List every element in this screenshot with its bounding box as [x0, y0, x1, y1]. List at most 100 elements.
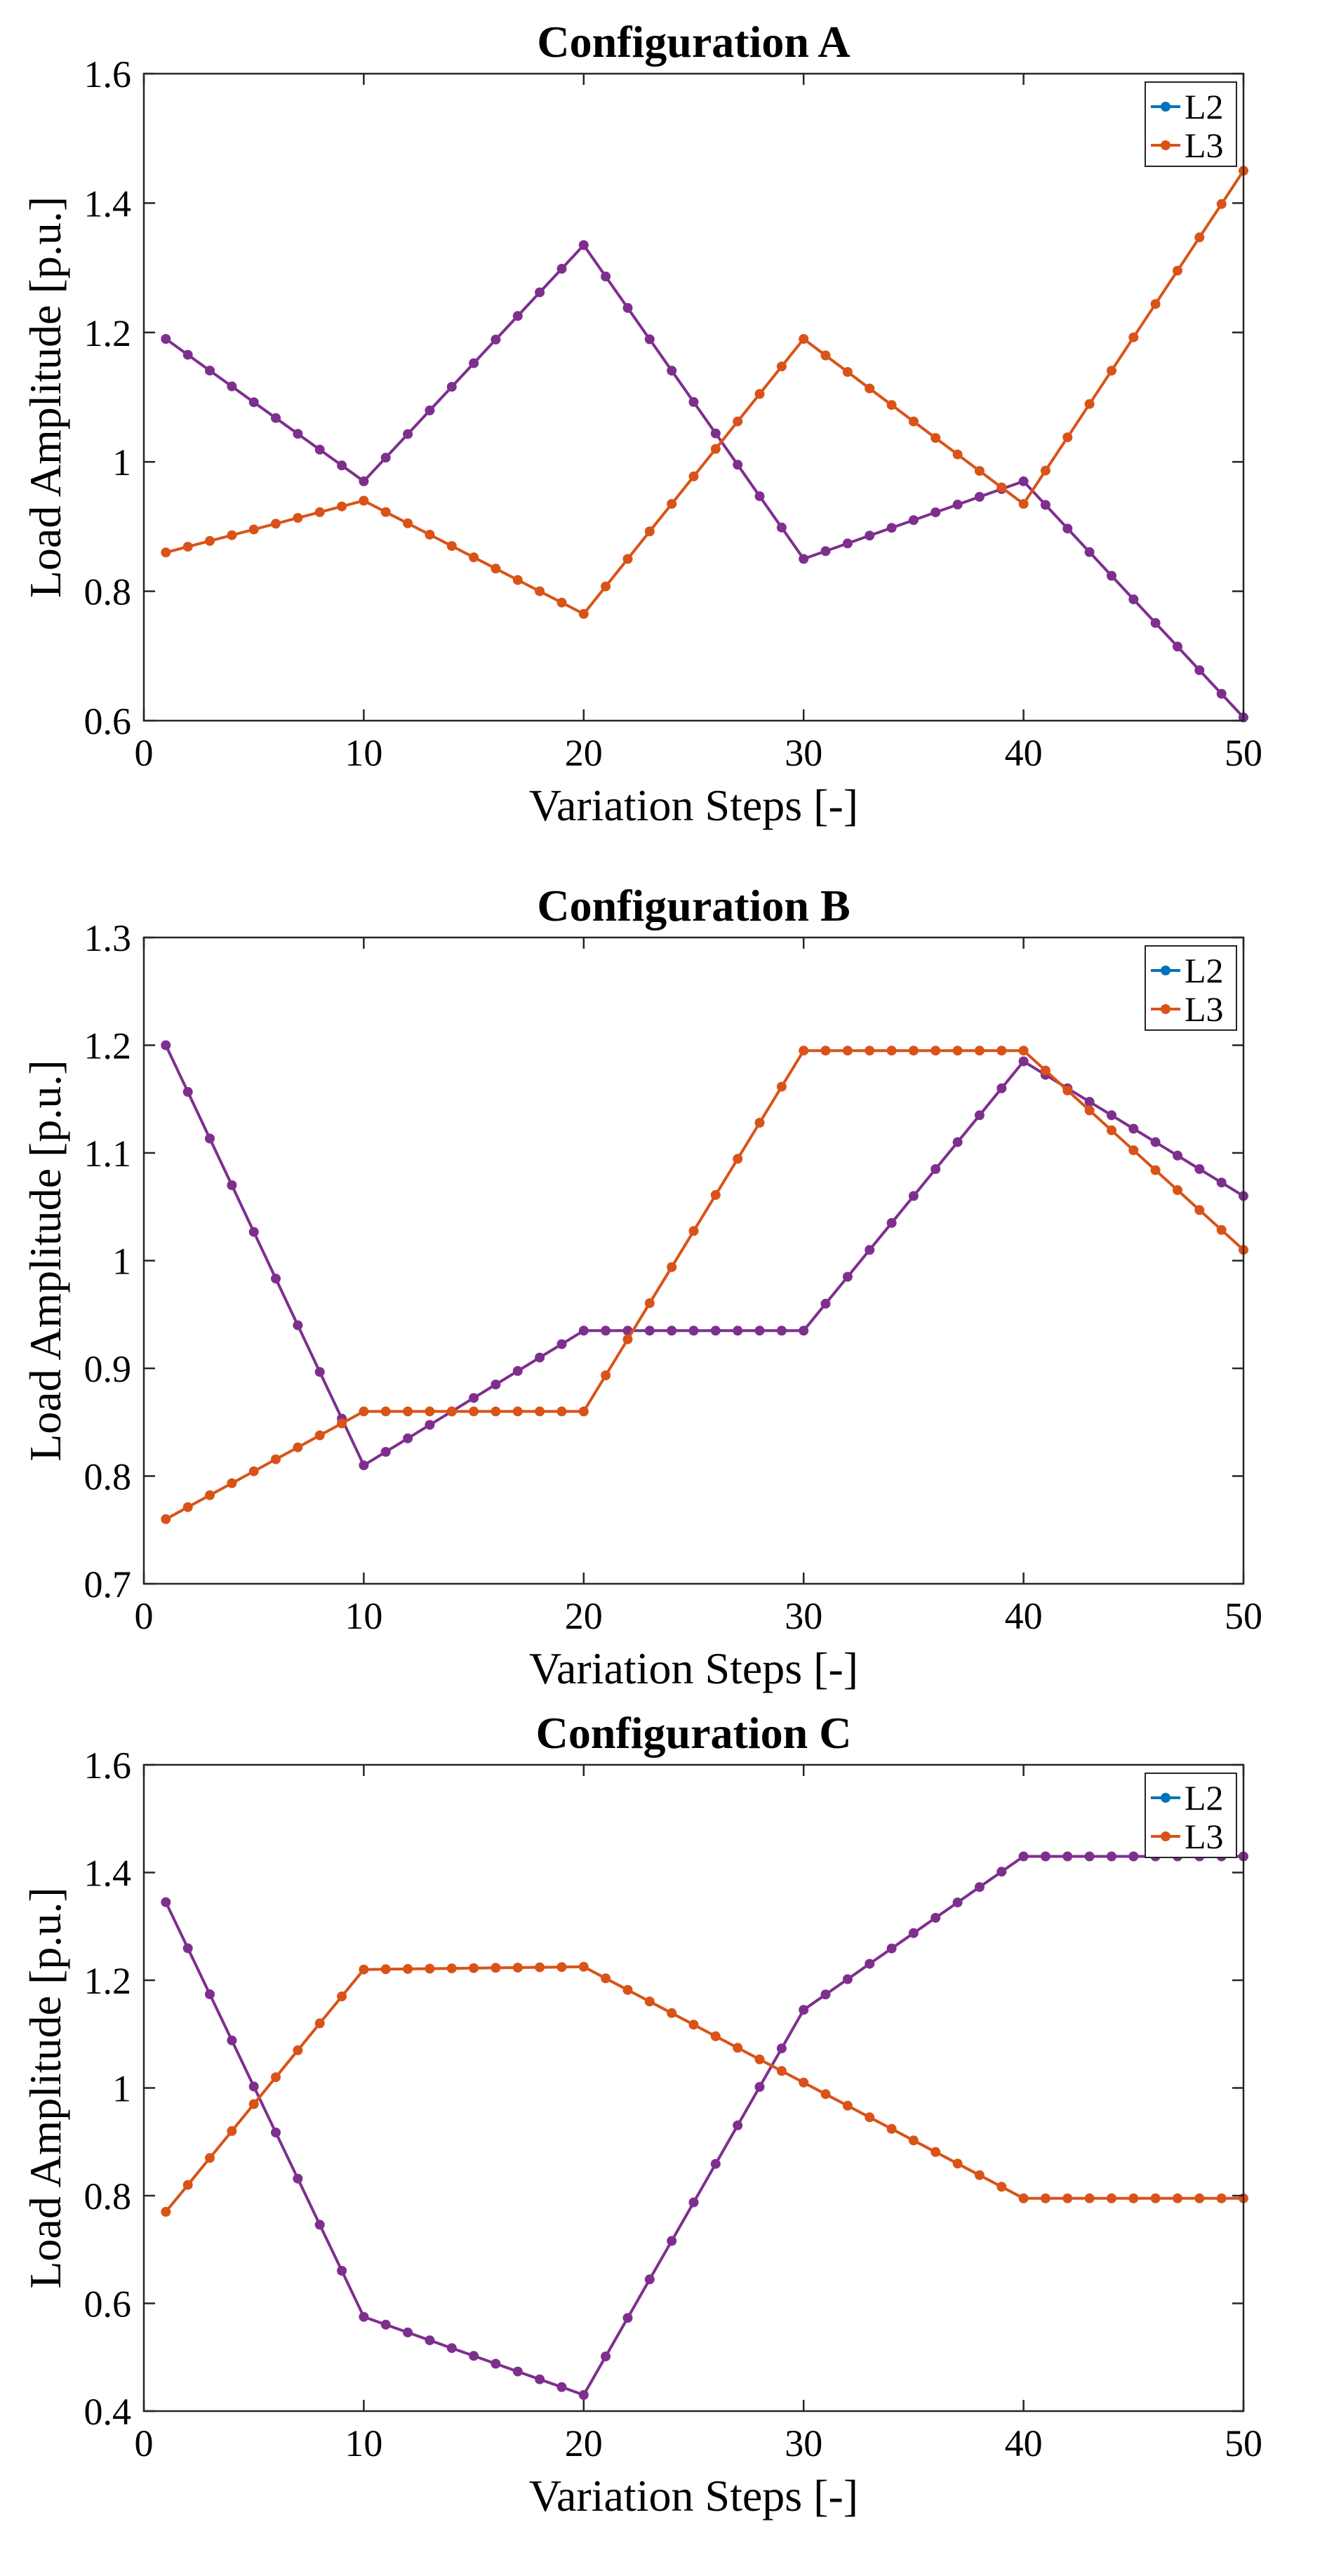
data-point-l3: [359, 495, 369, 506]
data-point-l2: [446, 382, 457, 392]
data-point-l2: [776, 522, 787, 533]
data-point-l3: [886, 400, 897, 411]
x-tick-label: 0: [135, 2422, 154, 2464]
legend-label-l3: L3: [1185, 989, 1224, 1029]
data-point-l2: [952, 500, 963, 510]
data-point-l3: [1150, 1165, 1161, 1175]
data-point-l2: [1194, 665, 1205, 676]
data-point-l3: [754, 389, 765, 399]
data-point-l2: [667, 366, 677, 376]
data-point-l2: [469, 2351, 479, 2361]
chart-panel-b: 0 10 20 30 40 50 0.7 0.8 0.9 1 1.1 1.2 1.3 Configurat…: [20, 881, 1262, 1693]
data-point-l2: [908, 1191, 919, 1201]
data-point-l2: [1173, 1150, 1182, 1161]
data-point-l3: [425, 1963, 435, 1974]
data-point-l2: [1084, 547, 1095, 557]
data-point-l3: [227, 530, 237, 540]
data-point-l2: [644, 2274, 655, 2285]
data-point-l3: [622, 1334, 633, 1344]
data-point-l3: [491, 1406, 501, 1417]
data-point-l3: [688, 2020, 699, 2030]
data-point-l2: [886, 523, 897, 533]
data-point-l2: [512, 2366, 523, 2377]
data-point-l2: [535, 287, 545, 298]
data-point-l3: [865, 2112, 875, 2123]
plot-area: [144, 1765, 1243, 2411]
data-point-l2: [688, 1326, 699, 1336]
x-axis-label: Variation Steps [-]: [529, 1643, 858, 1693]
data-point-l3: [1173, 265, 1182, 276]
legend-marker-l2: [1161, 966, 1170, 975]
data-point-l2: [1062, 1851, 1073, 1862]
x-tick-label: 40: [1005, 1595, 1043, 1637]
data-point-l3: [161, 1514, 171, 1524]
data-point-l3: [644, 526, 655, 537]
data-point-l2: [314, 444, 325, 455]
data-point-l2: [799, 2005, 809, 2015]
data-point-l2: [337, 2266, 347, 2276]
data-point-l3: [1040, 1065, 1050, 1076]
data-point-l2: [271, 1274, 281, 1284]
data-point-l3: [491, 563, 501, 574]
data-point-l2: [886, 1217, 897, 1228]
data-point-l2: [1128, 1123, 1139, 1134]
data-point-l3: [556, 1406, 567, 1417]
x-axis-label: Variation Steps [-]: [529, 780, 858, 830]
data-point-l2: [931, 1913, 941, 1923]
chart-panel-c: 0 10 20 30 40 50 0.4 0.6 0.8 1 1.2 1.4 1.6 Configurat…: [20, 1708, 1262, 2521]
data-point-l2: [535, 1352, 545, 1363]
data-point-l2: [710, 428, 721, 439]
data-point-l3: [952, 2158, 963, 2169]
data-point-l3: [667, 1262, 677, 1272]
y-tick-label: 0.9: [84, 1348, 132, 1390]
data-point-l3: [733, 1154, 743, 1164]
data-point-l3: [952, 1046, 963, 1056]
data-point-l3: [865, 383, 875, 394]
data-point-l2: [1084, 1851, 1095, 1862]
data-point-l3: [931, 433, 941, 443]
y-tick-label: 0.8: [84, 1456, 132, 1498]
x-tick-label: 10: [345, 1595, 382, 1637]
y-tick-label: 1: [112, 2068, 131, 2110]
data-point-l3: [1194, 2193, 1205, 2203]
chart-title: Configuration C: [536, 1708, 852, 1758]
data-point-l2: [799, 1326, 809, 1336]
data-point-l2: [1194, 1164, 1205, 1174]
x-tick-label: 20: [565, 1595, 603, 1637]
data-point-l3: [293, 1442, 303, 1453]
data-point-l3: [974, 1046, 985, 1056]
data-point-l3: [337, 501, 347, 512]
data-point-l3: [776, 2066, 787, 2076]
data-point-l2: [1128, 1851, 1139, 1862]
data-point-l2: [931, 507, 941, 518]
data-point-l2: [161, 1897, 171, 1907]
legend-marker-l2: [1161, 1793, 1170, 1803]
data-point-l3: [886, 2123, 897, 2134]
data-point-l3: [644, 1298, 655, 1309]
data-point-l3: [996, 482, 1007, 493]
data-point-l2: [842, 538, 853, 549]
data-point-l3: [535, 586, 545, 596]
data-point-l2: [601, 1326, 611, 1336]
data-point-l3: [1107, 1125, 1116, 1135]
y-axis-label: Load Amplitude [p.u.]: [20, 1060, 70, 1461]
data-point-l2: [403, 429, 413, 439]
data-point-l3: [842, 367, 853, 377]
chart-panel-a: 0 10 20 30 40 50 0.6 0.8 1 1.2 1.4 1.6 Configuration…: [20, 17, 1262, 830]
data-point-l2: [974, 492, 985, 502]
data-point-l3: [820, 350, 831, 361]
y-tick-label: 1.2: [84, 1025, 132, 1067]
data-point-l2: [865, 1245, 875, 1255]
y-tick-label: 0.7: [84, 1563, 132, 1606]
x-tick-label: 30: [785, 1595, 822, 1637]
x-tick-label: 20: [565, 2422, 603, 2464]
data-point-l2: [1062, 523, 1073, 534]
data-point-l3: [776, 361, 787, 372]
data-point-l3: [248, 1466, 259, 1476]
y-tick-label: 1: [112, 441, 131, 483]
data-point-l3: [1216, 2193, 1227, 2203]
data-point-l3: [931, 2147, 941, 2157]
data-point-l2: [644, 334, 655, 345]
